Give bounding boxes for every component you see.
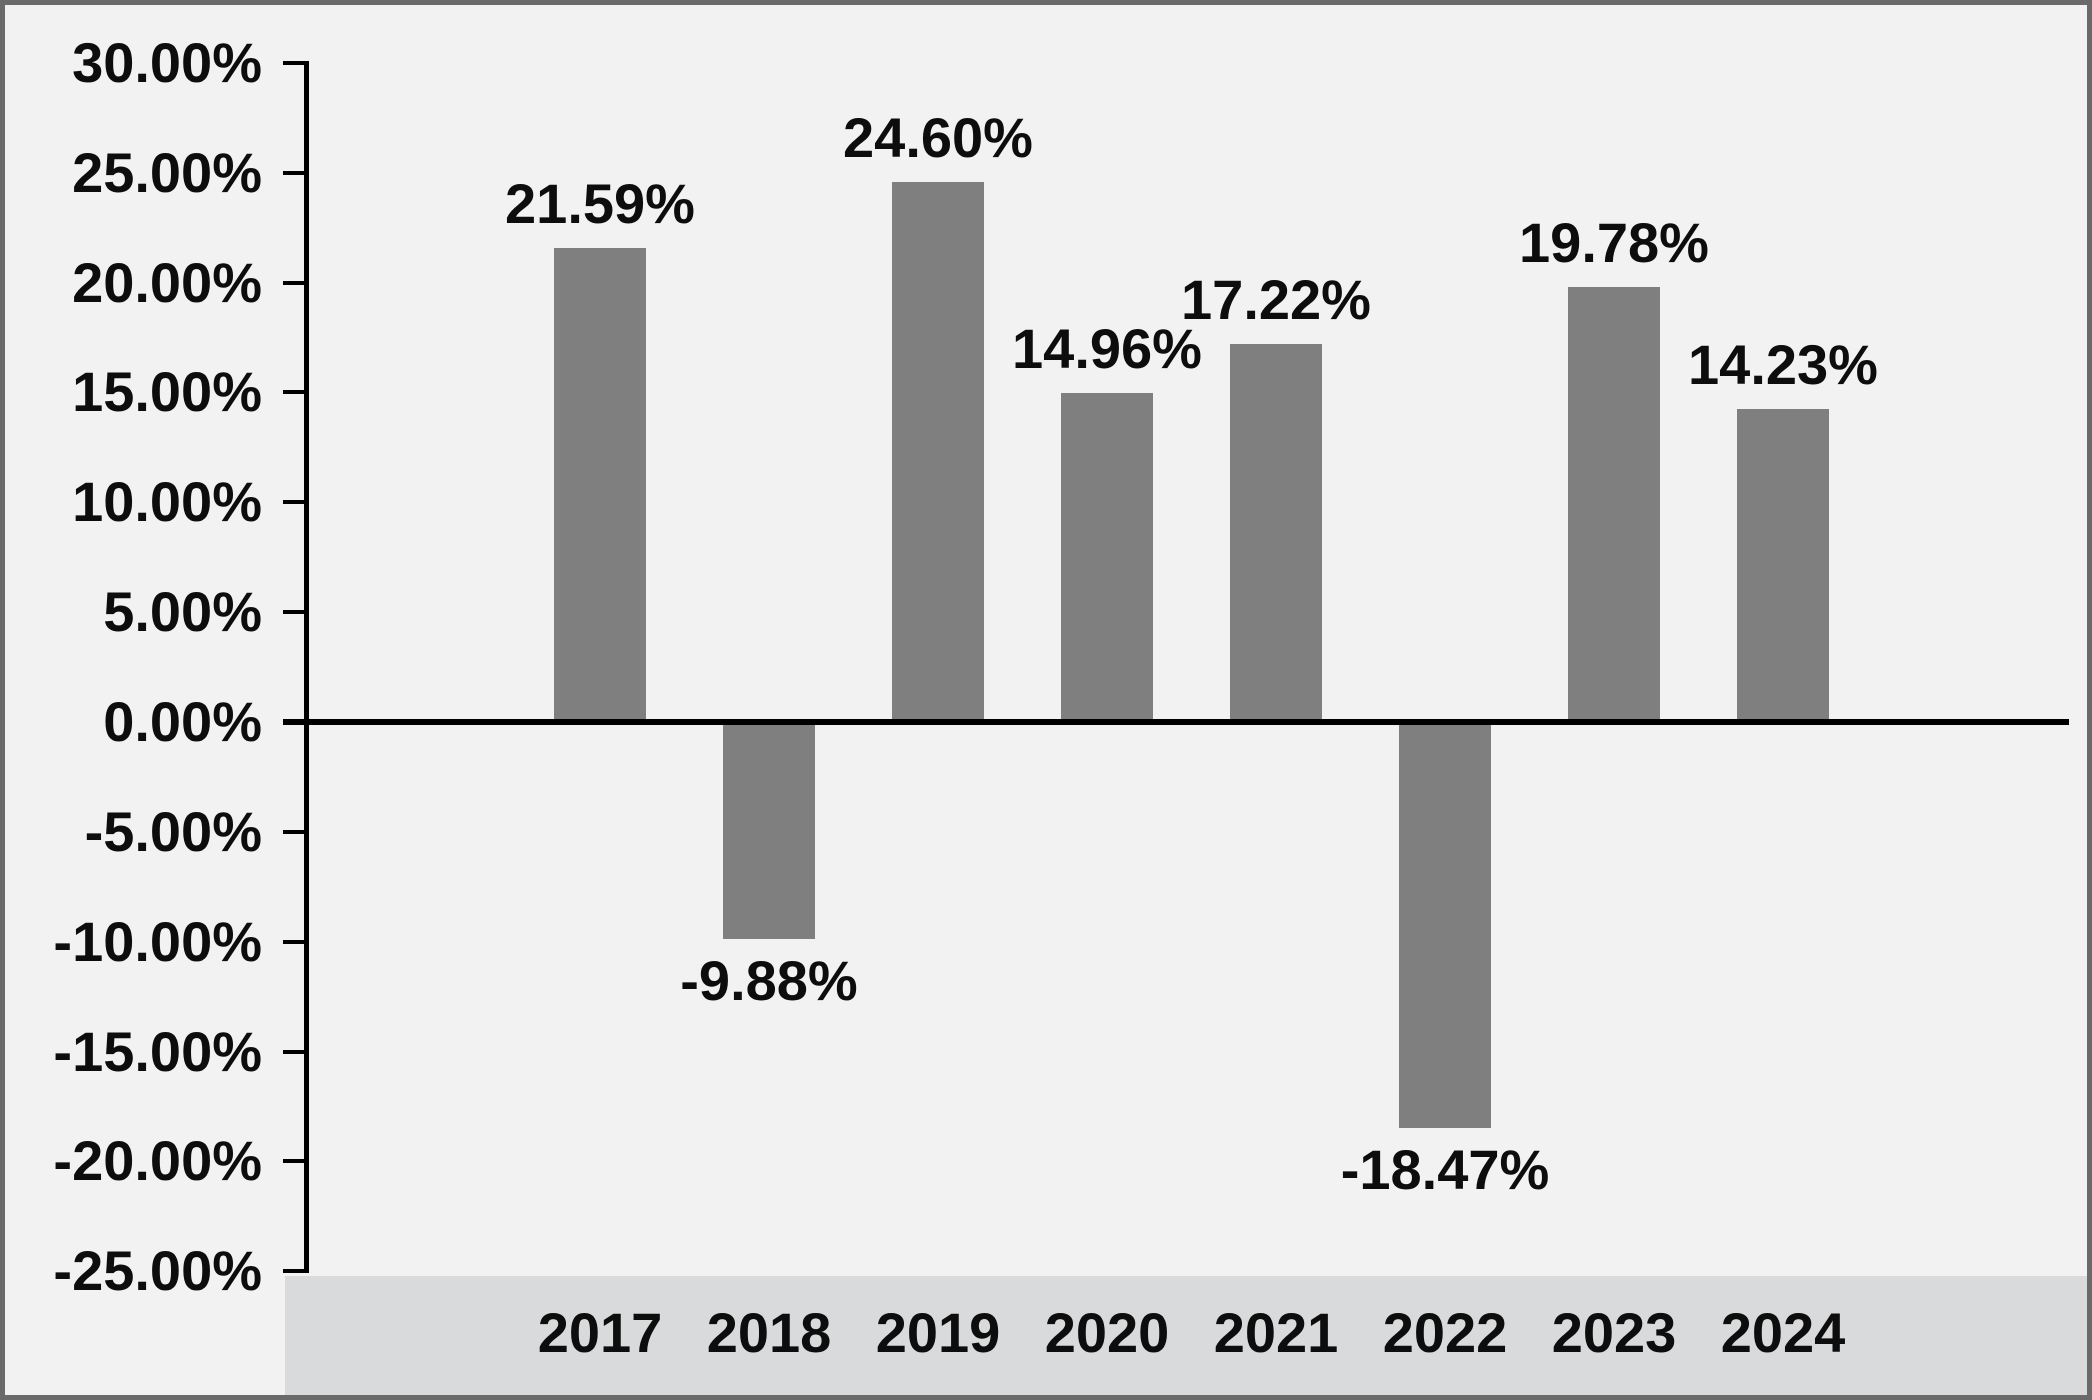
y-tick-label: -10.00% bbox=[53, 909, 262, 973]
bar-value-label: 17.22% bbox=[1181, 267, 1371, 331]
y-tick-label: -25.00% bbox=[53, 1239, 262, 1303]
bar-2019 bbox=[892, 181, 984, 722]
x-category-label: 2020 bbox=[1044, 1301, 1170, 1364]
x-category-label: 2022 bbox=[1382, 1301, 1508, 1364]
y-tick-label: -15.00% bbox=[53, 1019, 262, 1083]
y-axis-line bbox=[304, 60, 309, 1274]
y-tick bbox=[283, 1159, 304, 1164]
bar-2017 bbox=[554, 247, 646, 722]
y-tick bbox=[283, 939, 304, 944]
bar-2023 bbox=[1568, 287, 1660, 722]
y-tick bbox=[283, 500, 304, 505]
x-category-label: 2019 bbox=[875, 1301, 1001, 1364]
y-tick bbox=[283, 170, 304, 175]
bar-value-label: 14.96% bbox=[1012, 317, 1202, 381]
y-tick bbox=[283, 390, 304, 395]
x-category-label: 2021 bbox=[1213, 1301, 1339, 1364]
x-axis-category-band bbox=[285, 1276, 2087, 1395]
y-tick-label: -5.00% bbox=[84, 799, 262, 863]
y-tick-label: 15.00% bbox=[72, 360, 262, 424]
y-tick bbox=[283, 829, 304, 834]
y-tick bbox=[283, 60, 304, 65]
bar-value-label: 24.60% bbox=[843, 105, 1033, 169]
y-tick-label: 30.00% bbox=[72, 30, 262, 94]
y-tick bbox=[283, 610, 304, 615]
x-category-label: 2017 bbox=[537, 1301, 663, 1364]
bar-value-label: -9.88% bbox=[680, 949, 858, 1013]
x-category-label: 2024 bbox=[1720, 1301, 1846, 1364]
bar-value-label: 19.78% bbox=[1519, 211, 1709, 275]
bar-2021 bbox=[1230, 343, 1322, 722]
y-tick-label: 10.00% bbox=[72, 470, 262, 534]
x-category-label: 2018 bbox=[706, 1301, 832, 1364]
y-tick-label: 20.00% bbox=[72, 250, 262, 314]
y-tick bbox=[283, 1269, 304, 1274]
bar-2022 bbox=[1399, 722, 1491, 1128]
bar-2018 bbox=[723, 722, 815, 940]
y-tick-label: 5.00% bbox=[103, 580, 262, 644]
y-tick bbox=[283, 1049, 304, 1054]
bar-value-label: 21.59% bbox=[505, 171, 695, 235]
bar-2020 bbox=[1061, 393, 1153, 722]
y-tick-label: 0.00% bbox=[103, 690, 262, 753]
y-tick-label: -20.00% bbox=[53, 1129, 262, 1193]
x-category-label: 2023 bbox=[1551, 1301, 1677, 1364]
bar-value-label: 14.23% bbox=[1688, 333, 1878, 397]
y-tick bbox=[283, 280, 304, 285]
y-tick-label: 25.00% bbox=[72, 140, 262, 204]
bar-2024 bbox=[1737, 409, 1829, 722]
bar-value-label: -18.47% bbox=[1340, 1137, 1550, 1201]
zero-baseline bbox=[283, 719, 2069, 725]
